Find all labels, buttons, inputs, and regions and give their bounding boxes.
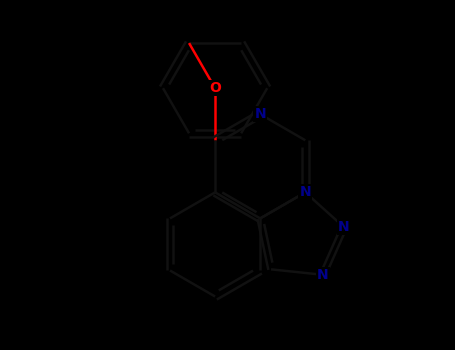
Text: N: N xyxy=(254,107,266,121)
Text: N: N xyxy=(338,220,350,234)
Text: N: N xyxy=(299,186,311,199)
Text: O: O xyxy=(209,81,221,95)
Text: N: N xyxy=(317,268,329,282)
